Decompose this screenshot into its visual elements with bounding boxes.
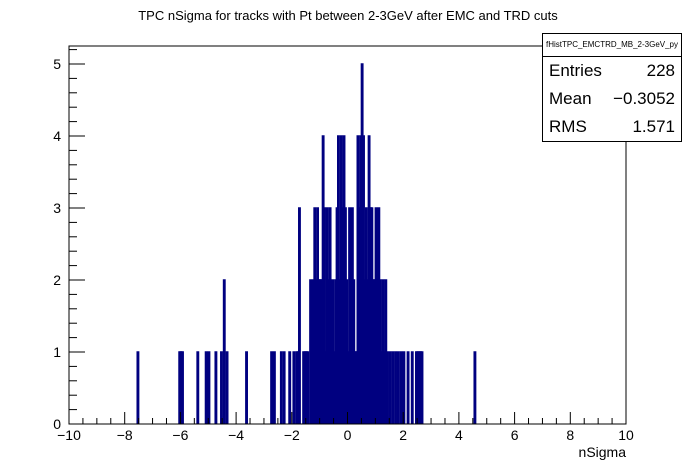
stats-row-rms: RMS 1.571 (543, 113, 681, 141)
histogram-bin-84 (399, 351, 403, 424)
x-tick-label-1: −8 (117, 427, 133, 443)
x-tick-label-3: −4 (228, 427, 244, 443)
x-axis-label: nSigma (579, 444, 627, 460)
histogram-bin-87 (410, 351, 414, 424)
x-tick-label-4: −2 (284, 427, 300, 443)
stats-mean-value: −0.3052 (613, 89, 675, 108)
y-tick-label-1: 1 (53, 344, 61, 360)
stats-rms-label: RMS (549, 117, 587, 136)
histogram-bars (136, 63, 477, 424)
x-tick-label-0: −10 (57, 427, 81, 443)
y-tick-label-0: 0 (53, 416, 61, 432)
histogram-bin-9 (222, 279, 226, 424)
stats-entries-label: Entries (549, 61, 602, 80)
histogram-bin-82 (394, 351, 397, 424)
y-tick-label-4: 4 (53, 128, 61, 144)
stats-mean-label: Mean (549, 89, 592, 108)
histogram-bin-93 (473, 351, 477, 424)
histogram-bin-5 (204, 351, 208, 424)
histogram-bin-12 (270, 351, 274, 424)
axes (68, 45, 627, 425)
stats-histogram-name: fHistTPC_EMCTRD_MB_2-3GeV_py (543, 34, 681, 57)
stats-row-mean: Mean −0.3052 (543, 85, 681, 113)
histogram-bin-24 (306, 351, 310, 424)
histogram-bin-86 (406, 351, 410, 424)
stats-row-entries: Entries 228 (543, 57, 681, 85)
histogram-bin-81 (391, 351, 395, 424)
histogram-bin-34 (323, 207, 326, 424)
histogram-bin-92 (420, 351, 424, 424)
histogram-bin-80 (388, 351, 392, 424)
histogram-bin-83 (396, 351, 400, 424)
histogram-bin-15 (282, 351, 286, 424)
histogram-bin-38 (328, 207, 332, 424)
y-tick-label-2: 2 (53, 272, 61, 288)
y-tick-label-5: 5 (53, 56, 61, 72)
histogram-bin-6 (207, 351, 211, 424)
stats-rms-value: 1.571 (632, 117, 675, 136)
histogram-bin-16 (288, 351, 292, 424)
chart-title: TPC nSigma for tracks with Pt between 2-… (138, 8, 558, 23)
histogram-bin-10 (225, 351, 229, 424)
x-tick-label-6: 2 (399, 427, 407, 443)
x-tick-label-9: 8 (566, 427, 574, 443)
histogram-bin-3 (181, 351, 184, 424)
x-tick-label-7: 4 (455, 427, 463, 443)
histogram-bin-20 (298, 207, 301, 424)
histogram-bin-14 (279, 351, 283, 424)
stats-box: fHistTPC_EMCTRD_MB_2-3GeV_py Entries 228… (542, 33, 682, 142)
y-tick-label-3: 3 (53, 200, 61, 216)
histogram-bin-17 (292, 351, 296, 424)
histogram-bin-79 (385, 351, 389, 424)
x-tick-label-2: −6 (172, 427, 188, 443)
x-tick-label-8: 6 (511, 427, 519, 443)
histogram-bin-85 (402, 351, 406, 424)
histogram-bin-25 (309, 279, 313, 424)
histogram-bin-8 (220, 351, 223, 424)
histogram-bin-13 (272, 351, 276, 424)
x-tick-label-10: 10 (618, 427, 634, 443)
histogram-bin-0 (136, 351, 140, 424)
histogram-bin-11 (245, 351, 248, 424)
tick-labels: −10 −8 −6 −4 −2 0 2 4 6 8 10 0 1 2 3 4 5 (53, 56, 634, 443)
x-tick-label-5: 0 (344, 427, 352, 443)
stats-entries-value: 228 (646, 61, 675, 80)
histogram-bin-7 (214, 351, 218, 424)
histogram-bin-4 (196, 351, 200, 424)
